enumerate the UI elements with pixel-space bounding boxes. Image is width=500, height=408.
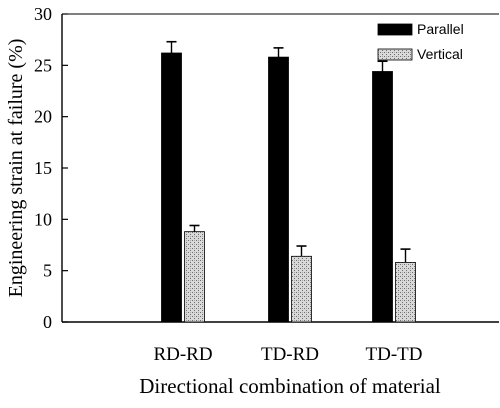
x-tick-label: TD-RD <box>261 344 319 365</box>
bar-vertical-td-rd <box>291 255 312 323</box>
legend-swatch-vertical <box>377 48 413 61</box>
bar-vertical-td-td <box>395 262 416 323</box>
y-tick-label: 20 <box>34 107 52 127</box>
y-tick-label: 0 <box>43 312 52 332</box>
bar-parallel-rd-rd <box>161 52 182 323</box>
x-tick-label: TD-TD <box>366 344 423 365</box>
legend-label-parallel: Parallel <box>417 21 464 37</box>
x-tick-label: RD-RD <box>153 344 212 365</box>
bar-parallel-td-td <box>372 71 393 323</box>
x-axis-label: Directional combination of material <box>139 374 441 398</box>
legend-swatch-parallel <box>377 23 413 36</box>
bar-vertical-rd-rd <box>184 231 205 323</box>
y-tick-label: 5 <box>43 261 52 281</box>
y-tick-label: 25 <box>34 55 52 75</box>
y-tick-label: 15 <box>34 158 52 178</box>
y-tick-label: 10 <box>34 209 52 229</box>
y-axis-label: Engineering strain at failure (%) <box>5 39 27 298</box>
y-tick-label: 30 <box>34 4 52 24</box>
legend-label-vertical: Vertical <box>417 46 463 62</box>
bar-parallel-td-rd <box>268 56 289 323</box>
